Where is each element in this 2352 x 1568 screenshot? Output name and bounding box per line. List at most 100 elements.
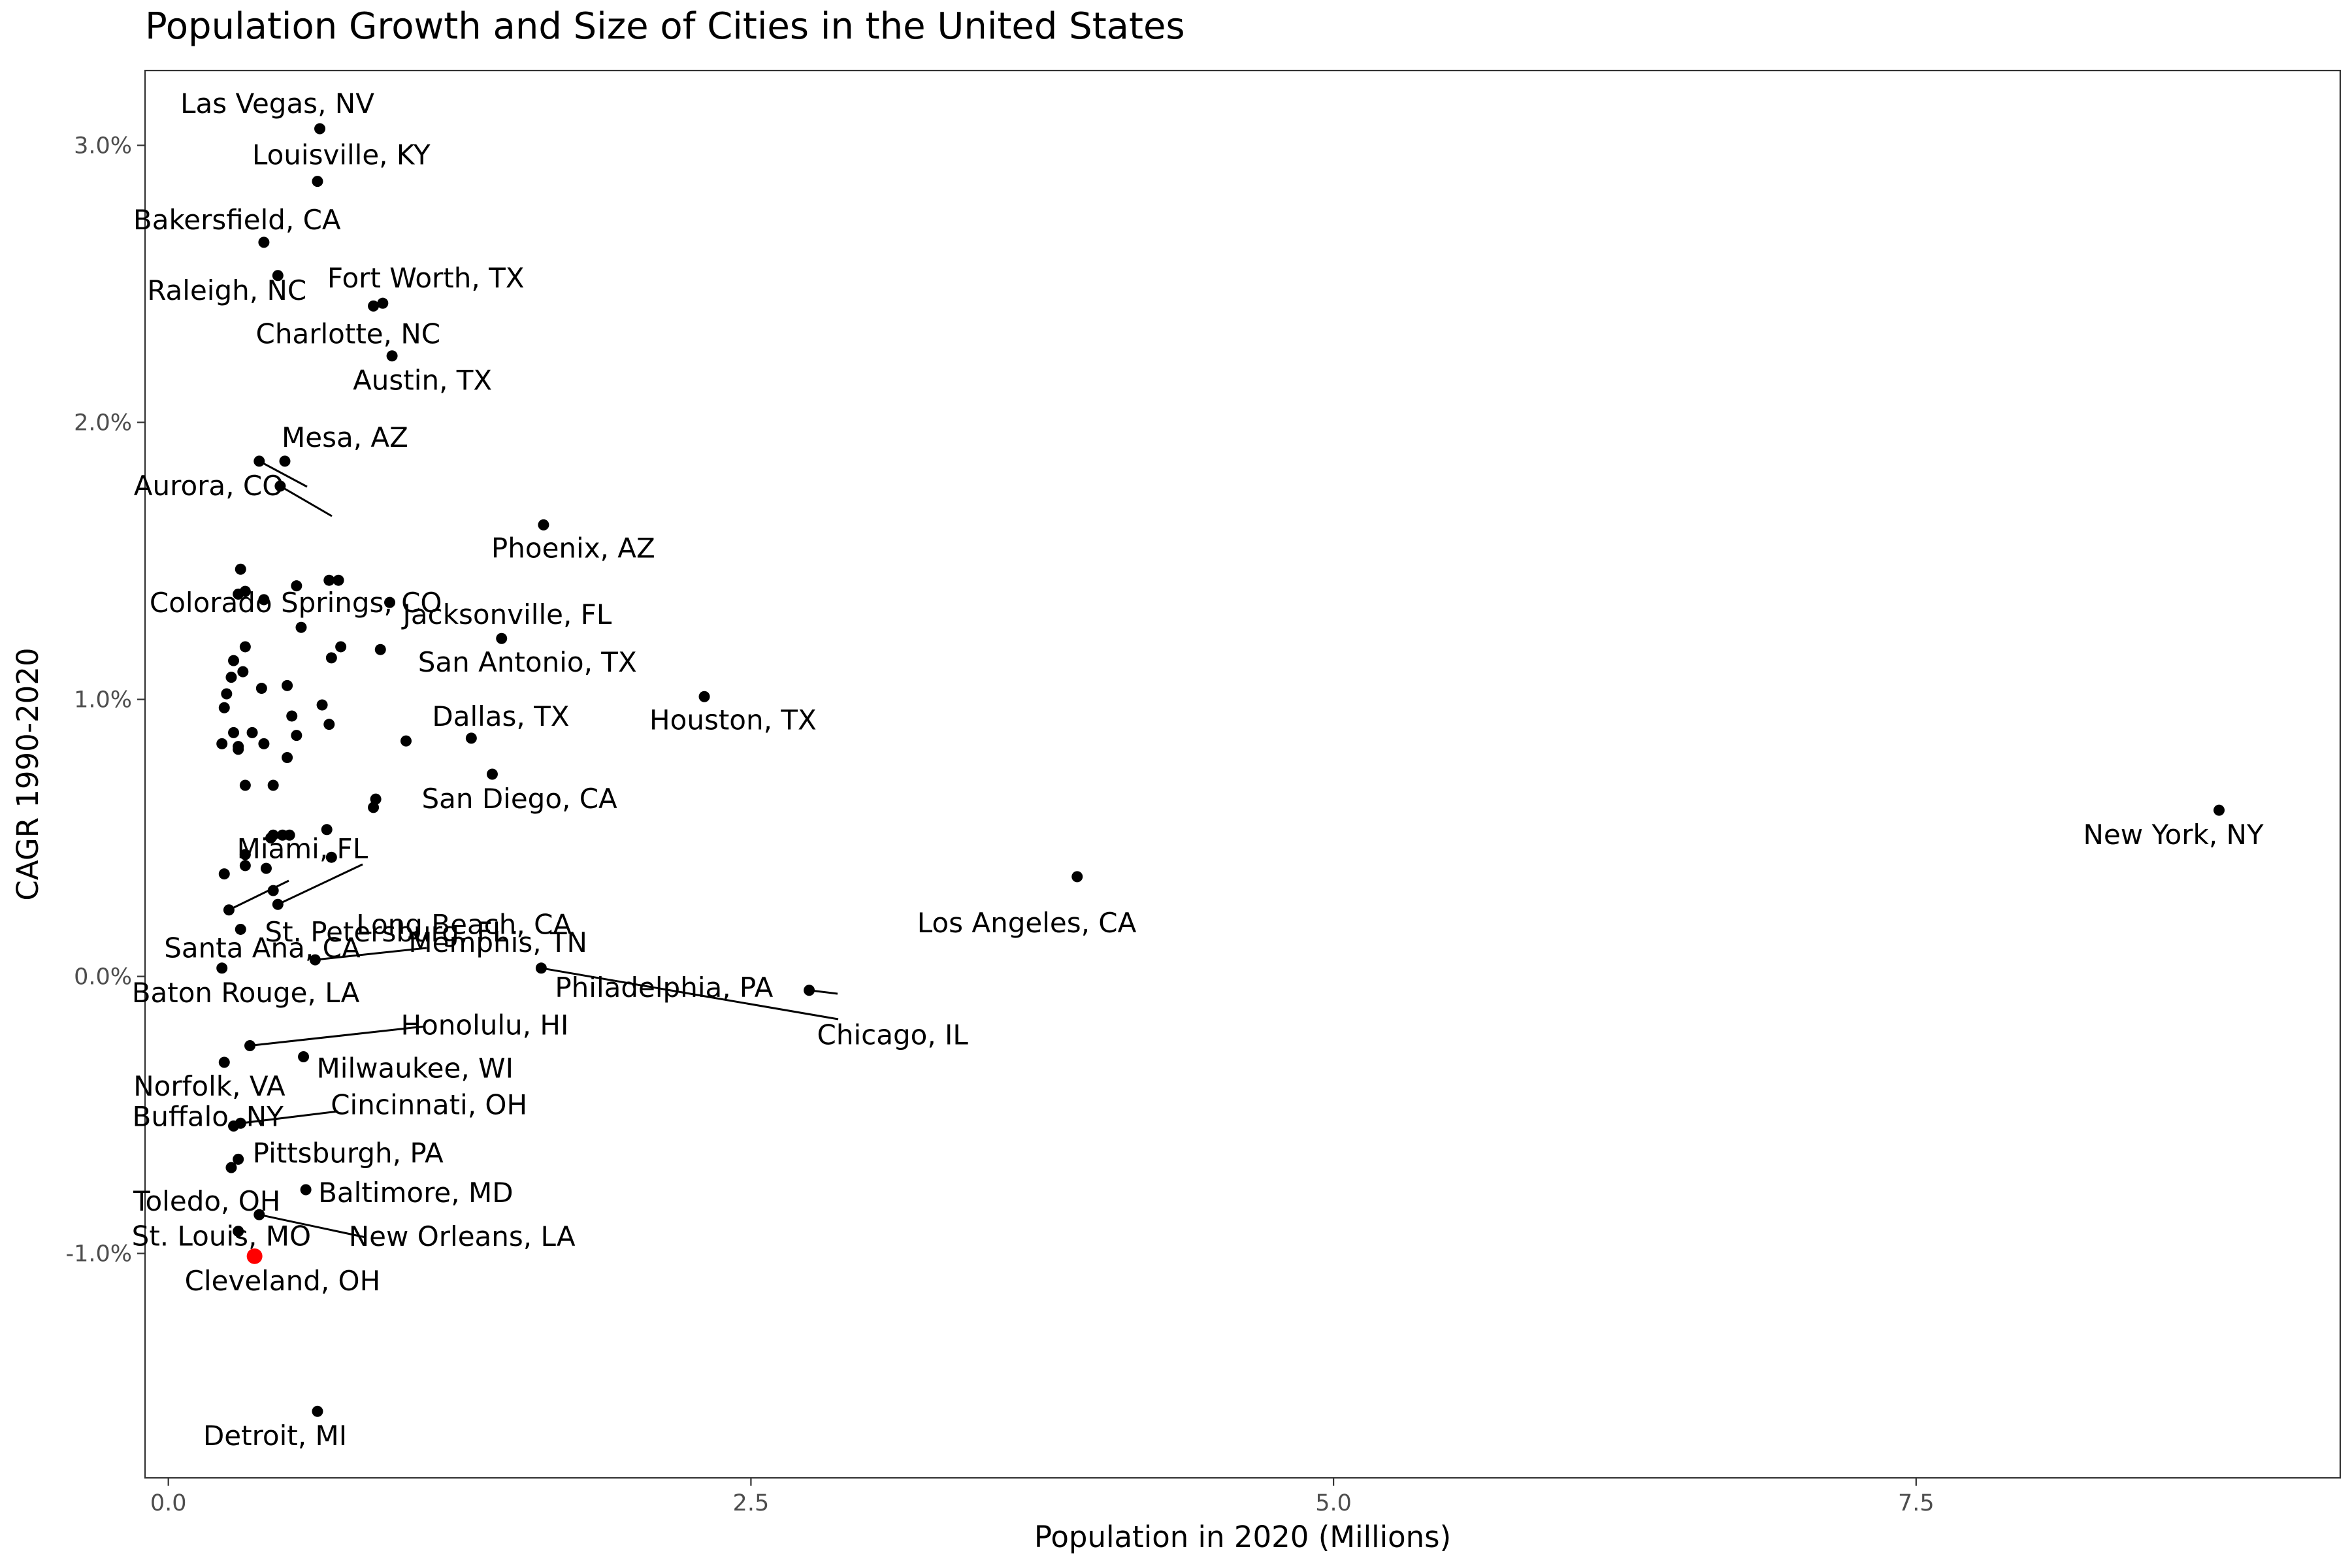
connector-st-petersburg-fl [228, 879, 289, 911]
label-honolulu-hi: Honolulu, HI [401, 1009, 569, 1041]
connector-long-beach-ca [277, 863, 363, 906]
label-pittsburgh-pa: Pittsburgh, PA [253, 1137, 444, 1169]
data-point [295, 621, 307, 633]
data-point [239, 860, 251, 872]
x-tick-label: 5.0 [1315, 1490, 1352, 1516]
label-jacksonville-fl: Jacksonville, FL [401, 598, 612, 630]
label-baton-rouge-la: Baton Rouge, LA [132, 977, 360, 1009]
data-point-long-beach-ca [272, 898, 284, 910]
y-axis: -1.0% 0.0% 1.0% 2.0% 3.0% [65, 133, 145, 1267]
x-tick-label: 7.5 [1898, 1490, 1935, 1516]
data-point-austin-tx [386, 350, 398, 362]
label-milwaukee-wi: Milwaukee, WI [317, 1052, 514, 1084]
data-point-colorado-springs-co [274, 480, 286, 492]
label-santa-ana-ca: Santa Ana, CA [164, 932, 361, 964]
data-point [325, 652, 337, 664]
label-san-antonio-tx: San Antonio, TX [418, 646, 637, 678]
label-memphis-tn: Memphis, TN [408, 926, 587, 958]
data-point [233, 743, 244, 755]
label-st-louis-mo: St. Louis, MO [132, 1220, 311, 1252]
data-point-chicago-il [804, 985, 815, 996]
data-point-norfolk-va [218, 1056, 230, 1068]
data-point-memphis-tn [309, 954, 321, 966]
data-point-cincinnati-oh [235, 1117, 246, 1129]
data-point-louisville-ky [312, 176, 323, 188]
data-point [228, 727, 240, 738]
data-point-dallas-tx [465, 732, 477, 744]
data-point [258, 738, 270, 749]
data-point [260, 862, 272, 874]
data-point-las-vegas-nv [314, 123, 326, 135]
y-tick-label: 3.0% [74, 133, 132, 159]
label-mesa-az: Mesa, AZ [282, 421, 408, 453]
plot-panel [144, 69, 2342, 1479]
y-tick-label: -1.0% [65, 1241, 132, 1267]
data-point [246, 727, 258, 738]
label-charlotte-nc: Charlotte, NC [256, 318, 441, 350]
connector-aurora-co [259, 460, 308, 488]
data-point [323, 574, 335, 586]
label-colorado-springs-co: Colorado Springs, CO [150, 587, 442, 619]
data-point-fort-worth-tx [377, 297, 389, 309]
data-point-detroit-mi [312, 1405, 323, 1417]
data-point [282, 679, 293, 691]
data-point-bakersfield-ca [258, 237, 270, 248]
data-point [258, 594, 270, 606]
data-point-houston-tx [698, 691, 710, 702]
label-houston-tx: Houston, TX [649, 704, 817, 736]
data-point-mesa-az [279, 455, 291, 467]
x-axis: 0.0 2.5 5.0 7.5 [150, 1478, 1935, 1516]
label-phoenix-az: Phoenix, AZ [491, 532, 655, 564]
label-st-petersburg-fl: St. Petersburg, FL [265, 916, 508, 948]
data-point-milwaukee-wi [298, 1051, 310, 1062]
data-point-honolulu-hi [244, 1040, 256, 1052]
y-tick-label: 0.0% [74, 964, 132, 990]
data-point [374, 644, 386, 655]
label-miami-fl: Miami, FL [237, 833, 368, 865]
data-point [237, 666, 249, 678]
data-point [400, 735, 412, 747]
x-tick-label: 2.5 [733, 1490, 770, 1516]
data-point [221, 688, 233, 700]
label-chicago-il: Chicago, IL [817, 1019, 969, 1051]
data-point-new-orleans-la [253, 1209, 265, 1220]
data-point [216, 738, 228, 749]
label-cincinnati-oh: Cincinnati, OH [331, 1088, 527, 1120]
data-point-san-diego-ca [486, 768, 498, 780]
connector-new-orleans-la [259, 1213, 367, 1239]
y-tick-label: 1.0% [74, 687, 132, 713]
data-point-st-louis-mo [233, 1226, 244, 1237]
y-axis-title: CAGR 1990-2020 [10, 647, 45, 900]
data-point [218, 868, 230, 880]
label-toledo-oh: Toledo, OH [133, 1185, 280, 1217]
data-point-cleveland-oh [246, 1248, 263, 1264]
data-point-new-york-ny [2213, 804, 2225, 816]
point-labels: Las Vegas, NV Louisville, KY Bakersfield, … [132, 88, 2264, 1452]
data-point [233, 588, 244, 600]
data-point-pittsburgh-pa [233, 1153, 244, 1165]
label-aurora-co: Aurora, CO [134, 470, 284, 502]
label-raleigh-nc: Raleigh, NC [147, 274, 306, 306]
data-point [321, 824, 333, 836]
data-point-charlotte-nc [368, 300, 380, 312]
data-point-los-angeles-ca [1071, 871, 1083, 883]
data-point-st-petersburg-fl [223, 904, 235, 916]
label-cleveland-oh: Cleveland, OH [185, 1265, 381, 1297]
label-norfolk-va: Norfolk, VA [133, 1070, 286, 1102]
chart-title: Population Growth and Size of Cities in … [145, 5, 1185, 48]
label-louisville-ky: Louisville, KY [252, 139, 431, 171]
data-point [239, 849, 251, 860]
label-austin-tx: Austin, TX [353, 365, 492, 397]
data-point [239, 779, 251, 791]
label-philadelphia-pa: Philadelphia, PA [555, 972, 773, 1004]
data-point-san-antonio-tx [496, 632, 508, 644]
data-point-aurora-co [253, 455, 265, 467]
connector-colorado-springs-co [280, 485, 333, 517]
label-detroit-mi: Detroit, MI [203, 1420, 347, 1452]
data-point [323, 719, 335, 730]
data-point [284, 829, 295, 841]
label-baltimore-md: Baltimore, MD [318, 1177, 513, 1209]
x-tick-label: 0.0 [150, 1490, 187, 1516]
data-point [225, 672, 237, 683]
